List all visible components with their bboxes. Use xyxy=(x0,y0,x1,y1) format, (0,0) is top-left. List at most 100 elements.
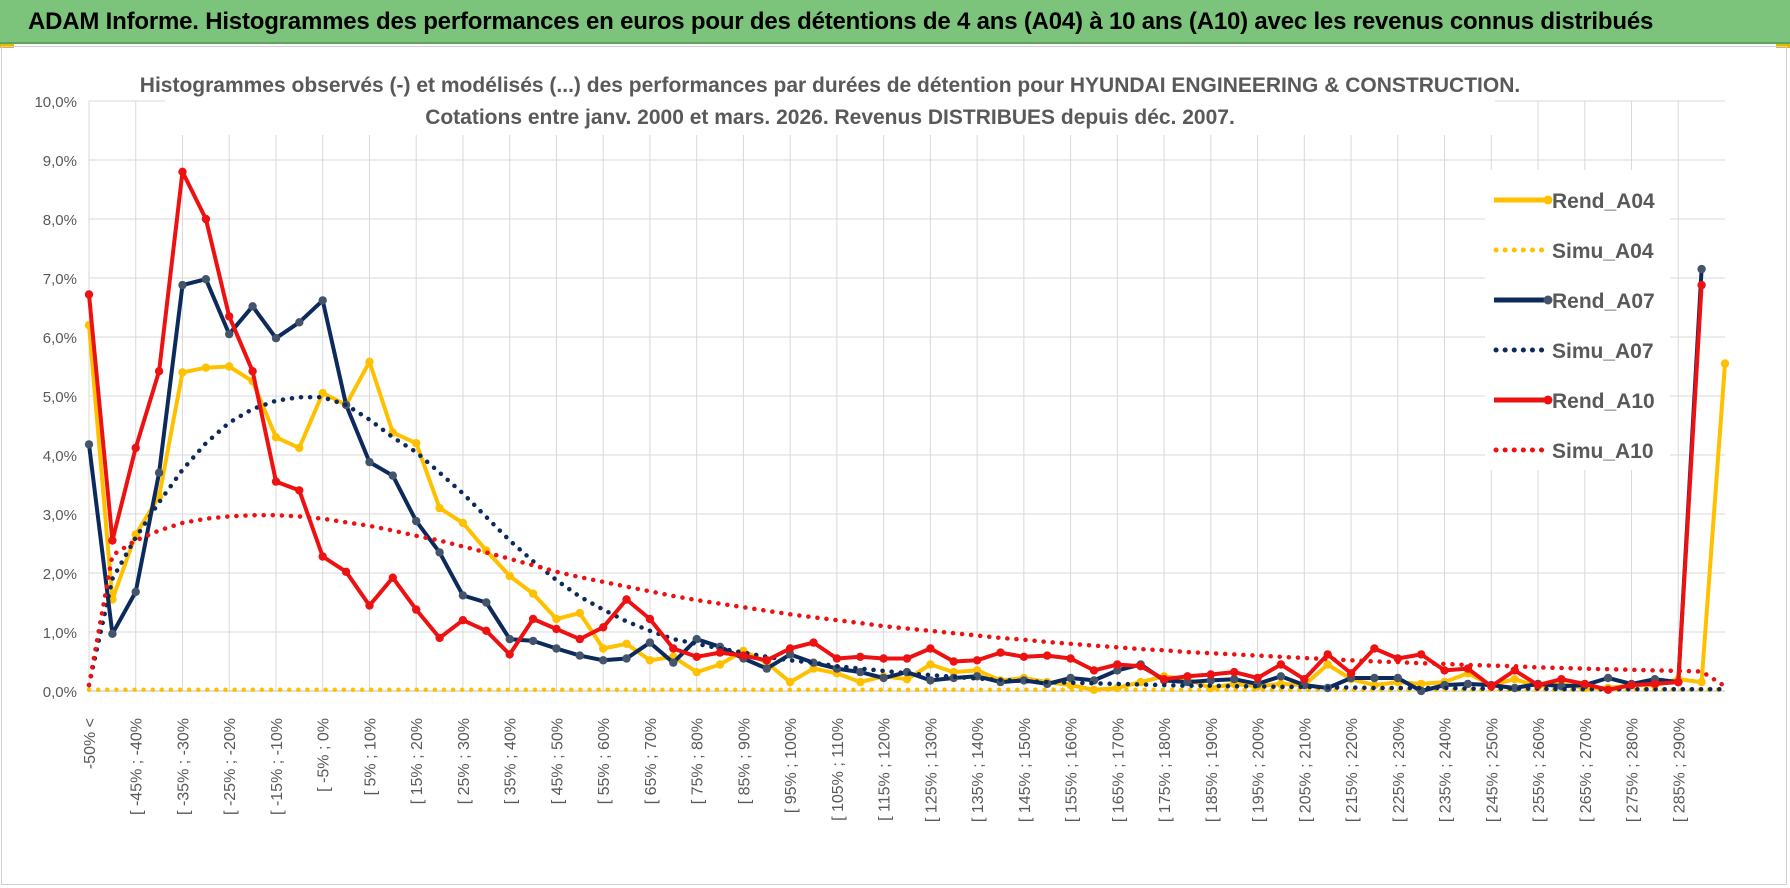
x-tick-label: [ 35% ; 40% xyxy=(503,718,520,804)
rend-a07-point xyxy=(1603,673,1613,683)
rend-a07-point xyxy=(762,664,771,673)
x-tick-label: [ 25% ; 30% xyxy=(456,718,473,804)
rend-a07-line xyxy=(87,268,1704,693)
rend-a07-point xyxy=(645,638,655,647)
rend-a10-point xyxy=(1323,650,1332,659)
rend-a07-point xyxy=(108,629,117,638)
rend-a04-point xyxy=(1323,660,1332,669)
rend-a10-point xyxy=(178,167,187,176)
rend-a07-point xyxy=(1463,679,1473,689)
rend-a10-point xyxy=(248,367,257,376)
rend-a04-point xyxy=(552,614,561,624)
rend-a10-point xyxy=(1183,672,1192,681)
rend-a10-point xyxy=(1440,666,1449,675)
simu-a07-line xyxy=(86,394,1728,692)
x-tick-label: [ 285% ; 290% xyxy=(1671,718,1688,822)
rend-a10-point xyxy=(1533,680,1543,690)
chart-title-group: Histogrammes observés (-) et modélisés (… xyxy=(140,60,1520,135)
rend-a07-point xyxy=(599,656,608,665)
simu-a07-legend-label: Simu_A07 xyxy=(1552,340,1654,363)
rend-a07-point xyxy=(1276,672,1286,681)
rend-a10-point xyxy=(1043,651,1052,660)
rend-a04-point xyxy=(645,656,655,665)
y-tick-label: 10,0% xyxy=(34,94,77,111)
grid-lines xyxy=(88,100,1725,692)
x-tick-label: [ 205% ; 210% xyxy=(1297,718,1314,822)
rend-a10-legend-label: Rend_A10 xyxy=(1552,390,1655,413)
rend-a10-point xyxy=(972,656,982,665)
rend-a07-point xyxy=(926,676,935,685)
x-tick-label: [ -45% ; -40% xyxy=(129,718,146,815)
axis-labels: 0,0% 1,0% 2,0% 3,0% 4,0% 5,0% 6,0% 7,0% 8,0% 9,0%… xyxy=(34,94,1688,822)
rend-a10-point xyxy=(1113,660,1122,669)
rend-a04-point xyxy=(131,530,140,539)
rend-a10-point xyxy=(1019,652,1029,661)
rend-a07-point xyxy=(879,673,888,683)
rend-a07-point xyxy=(84,440,94,449)
rend-a10-point xyxy=(1136,662,1145,671)
rend-a07-point xyxy=(482,598,491,607)
rend-a04-point xyxy=(178,368,187,377)
chart-title: Histogrammes observés (-) et modélisés (… xyxy=(140,74,1520,97)
rend-a04-point xyxy=(201,363,211,372)
rend-a10-point xyxy=(318,552,327,561)
rend-a07-point xyxy=(785,650,795,659)
y-tick-label: 2,0% xyxy=(43,566,77,583)
rend-a04-legend-marker xyxy=(1543,195,1553,205)
rend-a04-line xyxy=(87,325,1727,692)
rend-a07-point xyxy=(295,318,304,327)
rend-a10-point xyxy=(1627,680,1636,690)
simu-a04-legend-label: Simu_A04 xyxy=(1552,240,1654,263)
rend-a10-point xyxy=(365,601,374,610)
x-tick-label: [ -15% ; -10% xyxy=(269,718,286,815)
rend-a04-point xyxy=(271,433,281,442)
rend-a04-point xyxy=(926,660,935,669)
rend-a10-point xyxy=(1393,654,1403,663)
rend-a04-point xyxy=(692,667,701,677)
x-tick-label: [ 135% ; 140% xyxy=(970,718,987,822)
x-tick-label: [ 145% ; 150% xyxy=(1017,718,1034,822)
x-tick-label: [ 85% ; 90% xyxy=(736,718,753,804)
rend-a04-point xyxy=(365,357,374,366)
rend-a10-point xyxy=(996,648,1005,657)
rend-a07-point xyxy=(388,471,397,480)
simu-a10-line xyxy=(86,512,1728,689)
rend-a10-point xyxy=(1066,654,1075,663)
rend-a07-point xyxy=(1230,675,1239,684)
y-tick-label: 7,0% xyxy=(43,271,77,288)
rend-a10-point xyxy=(949,657,958,666)
rend-a07-point xyxy=(575,651,584,660)
rend-a10-point xyxy=(1697,280,1706,290)
rend-a10-point xyxy=(599,623,608,632)
rend-a10-point xyxy=(341,567,351,576)
rend-a07-point xyxy=(458,591,468,600)
rend-a10-point xyxy=(926,644,935,653)
x-tick-label: [ 5% ; 10% xyxy=(362,718,379,795)
rend-a07-point xyxy=(131,587,140,597)
x-tick-label: [ 185% ; 190% xyxy=(1204,718,1221,822)
rend-a07-point xyxy=(201,275,211,284)
rend-a10-point xyxy=(902,654,912,663)
rend-a10-point xyxy=(1300,675,1309,684)
rend-a04-point xyxy=(528,589,538,598)
rend-a04-point xyxy=(435,503,444,513)
rend-a10-point xyxy=(669,644,678,653)
rend-a04-point xyxy=(785,677,795,687)
rend-a07-point xyxy=(622,654,631,663)
rend-a10-point xyxy=(482,626,491,635)
rend-a10-point xyxy=(1230,667,1239,677)
rend-a07-point xyxy=(154,468,164,477)
x-tick-label: [ 275% ; 280% xyxy=(1625,718,1642,822)
rend-a04-point xyxy=(505,571,514,581)
rend-a07-point xyxy=(1370,673,1379,683)
x-tick-label: [ 75% ; 80% xyxy=(690,718,707,804)
x-tick-label: [ 195% ; 200% xyxy=(1251,718,1268,822)
rend-a04-point xyxy=(715,660,725,669)
rend-a10-point xyxy=(225,312,234,321)
x-tick-label: -50% < xyxy=(82,718,99,769)
rend-a07-point xyxy=(528,636,538,646)
x-tick-label: [ -35% ; -30% xyxy=(175,718,192,815)
rend-a10-point xyxy=(154,367,164,376)
rend-a10-point xyxy=(1650,679,1660,689)
